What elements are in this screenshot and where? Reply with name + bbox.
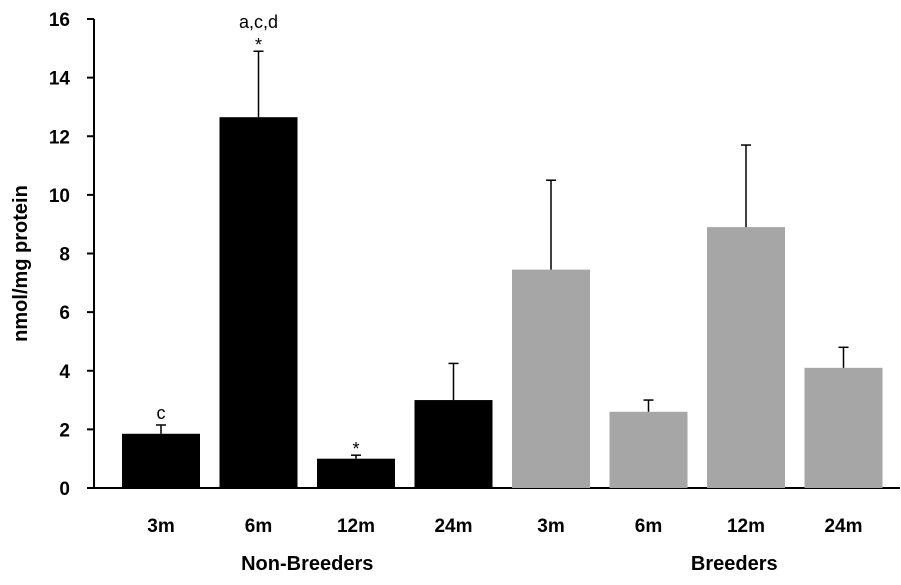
- bar: [317, 458, 395, 488]
- significance-label: a,c,d: [239, 12, 278, 32]
- labels: nmol/mg protein c 3m * a,c,d 6m * 12m 24m Non-Bre…: [10, 12, 863, 575]
- category-label: 3m: [147, 516, 174, 537]
- category-label: 12m: [337, 516, 375, 537]
- bar: [512, 269, 590, 488]
- bar: [804, 367, 883, 488]
- y-tick-label: 8: [59, 245, 70, 266]
- group-label: Breeders: [691, 553, 778, 575]
- y-tick-label: 14: [49, 69, 71, 90]
- significance-label: *: [255, 35, 262, 55]
- y-tick-label: 0: [59, 479, 70, 500]
- y-tick-label: 10: [49, 186, 70, 207]
- category-label: 6m: [245, 516, 272, 537]
- bar: [122, 433, 200, 488]
- y-tick-label: 6: [59, 303, 70, 324]
- bar: [707, 227, 785, 488]
- category-label: 3m: [537, 516, 564, 537]
- category-label: 24m: [824, 516, 862, 537]
- category-label: 24m: [434, 516, 472, 537]
- bar: [609, 411, 688, 488]
- y-tick-label: 2: [59, 420, 70, 441]
- y-tick-label: 12: [49, 127, 70, 148]
- bar: [414, 400, 493, 488]
- category-label: 6m: [635, 516, 662, 537]
- significance-label: c: [157, 403, 166, 423]
- group-label: Non-Breeders: [241, 553, 373, 575]
- y-tick-label: 4: [59, 362, 70, 383]
- y-tick-label: 16: [49, 10, 70, 31]
- category-label: 12m: [727, 516, 765, 537]
- significance-label: *: [352, 439, 359, 459]
- y-axis-label: nmol/mg protein: [10, 185, 32, 342]
- bar: [219, 117, 298, 489]
- bars: [122, 50, 883, 489]
